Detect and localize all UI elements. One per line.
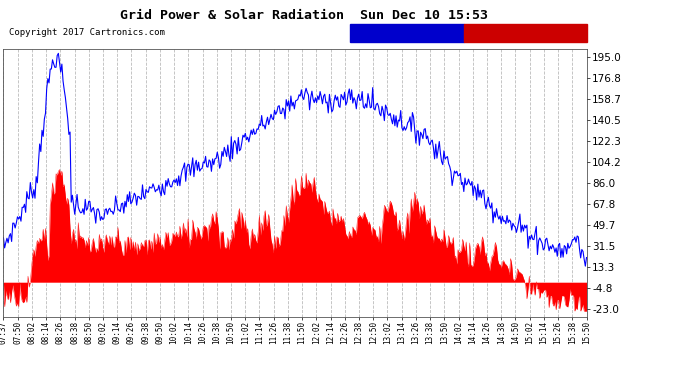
FancyBboxPatch shape (464, 24, 586, 42)
Text: Radiation (w/m2): Radiation (w/m2) (365, 26, 449, 34)
Text: Grid  (AC Watts): Grid (AC Watts) (483, 26, 567, 34)
Text: Grid Power & Solar Radiation  Sun Dec 10 15:53: Grid Power & Solar Radiation Sun Dec 10 … (119, 9, 488, 22)
Text: Copyright 2017 Cartronics.com: Copyright 2017 Cartronics.com (9, 28, 165, 37)
FancyBboxPatch shape (351, 24, 464, 42)
